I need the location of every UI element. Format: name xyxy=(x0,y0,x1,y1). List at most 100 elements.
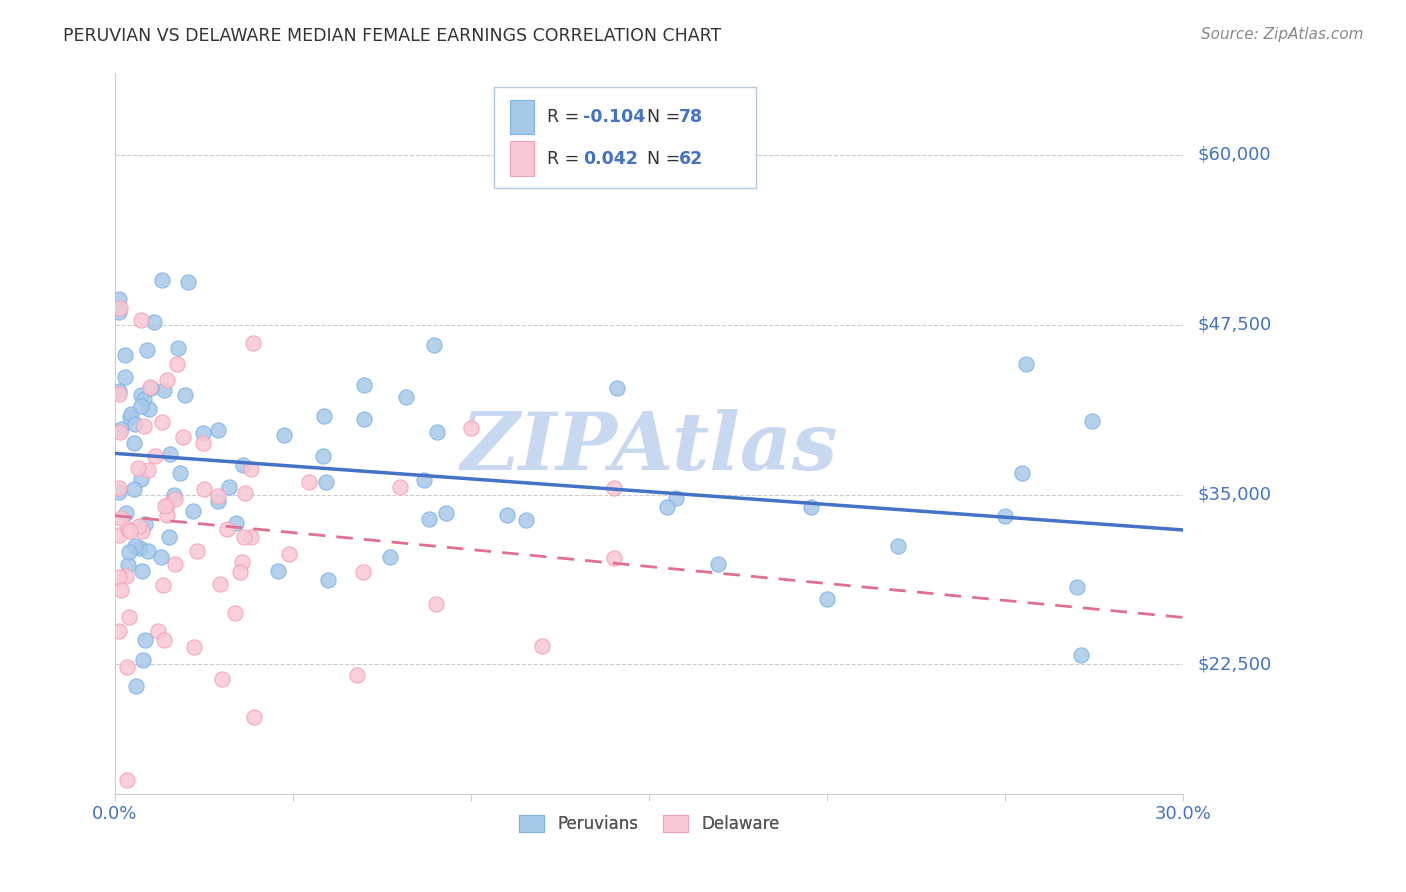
Legend: Peruvians, Delaware: Peruvians, Delaware xyxy=(512,808,786,839)
Text: 0.042: 0.042 xyxy=(583,150,638,168)
Point xyxy=(129,472,152,486)
Text: Source: ZipAtlas.com: Source: ZipAtlas.com xyxy=(1201,27,1364,42)
Point xyxy=(602,550,624,565)
Point xyxy=(298,475,321,489)
Point xyxy=(110,301,132,315)
Point xyxy=(138,401,160,416)
Point xyxy=(110,582,132,597)
Point xyxy=(152,578,174,592)
Point xyxy=(118,409,141,424)
Point xyxy=(207,423,229,437)
Point xyxy=(425,597,447,611)
Point xyxy=(193,482,215,496)
Point xyxy=(129,399,152,413)
Point xyxy=(181,503,204,517)
FancyBboxPatch shape xyxy=(495,87,756,188)
Point xyxy=(135,343,157,358)
Point xyxy=(233,530,256,544)
Text: R =: R = xyxy=(547,108,579,126)
Point xyxy=(460,421,482,435)
Point xyxy=(108,425,131,439)
Point xyxy=(496,508,519,523)
Point xyxy=(224,607,246,621)
Point xyxy=(118,524,141,539)
Point xyxy=(134,517,156,532)
Text: R =: R = xyxy=(547,150,579,168)
Point xyxy=(800,500,823,515)
Point xyxy=(186,544,208,558)
Point xyxy=(312,409,335,423)
Point xyxy=(273,428,295,442)
Point xyxy=(346,668,368,682)
Point xyxy=(107,384,129,399)
Point xyxy=(132,392,155,406)
Text: $35,000: $35,000 xyxy=(1198,485,1271,503)
Point xyxy=(118,610,141,624)
Point xyxy=(172,430,194,444)
Point xyxy=(815,591,838,606)
Point xyxy=(148,624,170,639)
Point xyxy=(132,418,155,433)
Point xyxy=(122,482,145,496)
Point xyxy=(155,508,177,523)
Point xyxy=(422,338,444,352)
Point xyxy=(166,357,188,371)
Point xyxy=(193,435,215,450)
Point xyxy=(134,633,156,648)
Point xyxy=(115,569,138,583)
Point xyxy=(107,387,129,401)
Point xyxy=(128,541,150,555)
Point xyxy=(115,506,138,520)
Point xyxy=(315,475,337,490)
Point xyxy=(107,485,129,500)
Point xyxy=(110,511,132,525)
Point xyxy=(395,390,418,404)
Point xyxy=(173,388,195,402)
Text: N =: N = xyxy=(647,150,681,168)
Point xyxy=(159,447,181,461)
FancyBboxPatch shape xyxy=(510,142,534,176)
Text: $47,500: $47,500 xyxy=(1198,316,1271,334)
Point xyxy=(110,422,132,436)
Point xyxy=(412,474,434,488)
Point xyxy=(114,370,136,384)
Point xyxy=(156,498,179,512)
Point xyxy=(118,545,141,559)
Point xyxy=(218,480,240,494)
Point xyxy=(107,528,129,542)
Text: 78: 78 xyxy=(679,108,703,126)
Point xyxy=(426,425,449,439)
Point xyxy=(232,458,254,472)
Point xyxy=(124,435,146,450)
Point xyxy=(131,564,153,578)
Text: N =: N = xyxy=(647,108,681,126)
Point xyxy=(531,640,554,654)
Point xyxy=(177,276,200,290)
Point xyxy=(107,624,129,638)
Point xyxy=(117,558,139,572)
Point xyxy=(231,555,253,569)
Point xyxy=(139,379,162,393)
Point xyxy=(242,336,264,351)
Point xyxy=(129,312,152,326)
Point xyxy=(353,377,375,392)
Point xyxy=(143,449,166,463)
Point xyxy=(211,672,233,686)
Point xyxy=(994,508,1017,523)
Point xyxy=(166,342,188,356)
Point xyxy=(136,544,159,558)
Point xyxy=(267,564,290,578)
Point xyxy=(1011,466,1033,480)
Point xyxy=(107,304,129,318)
Point xyxy=(114,348,136,362)
Point xyxy=(316,573,339,587)
Point xyxy=(165,491,187,506)
Point xyxy=(665,491,688,505)
Point xyxy=(115,773,138,788)
Point xyxy=(1070,648,1092,662)
Point xyxy=(229,566,252,580)
Point xyxy=(115,660,138,674)
Point xyxy=(163,488,186,502)
Point xyxy=(215,522,238,536)
Point xyxy=(107,293,129,307)
